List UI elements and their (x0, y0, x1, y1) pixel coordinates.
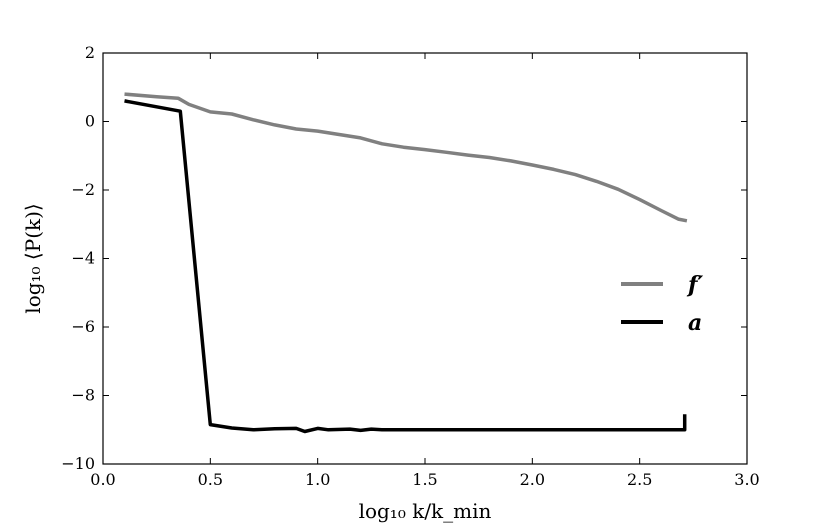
legend-label-0: f′ (686, 272, 703, 298)
x-tick-label: 2.5 (627, 470, 652, 489)
x-tick-label: 1.0 (305, 470, 330, 489)
series-line-1 (124, 99, 687, 434)
series-line-0 (124, 92, 688, 223)
y-tick-label: −6 (71, 317, 95, 336)
x-tick-label: 3.0 (734, 470, 759, 489)
plot-lines (124, 92, 688, 434)
y-tick-label: 2 (85, 43, 95, 62)
y-axis-label: log₁₀ ⟨P(k)⟩ (21, 203, 45, 313)
y-axis: 2 0 −2 −4 −6 −8 −10 (61, 43, 747, 473)
y-tick-label: 0 (85, 112, 95, 131)
legend: f′ a (621, 272, 703, 336)
x-tick-label: 0.5 (198, 470, 223, 489)
x-tick-label: 2.0 (520, 470, 545, 489)
x-tick-label: 0.0 (90, 470, 115, 489)
y-tick-label: −2 (71, 180, 95, 199)
x-axis: 0.0 0.5 1.0 1.5 2.0 2.5 3.0 (90, 53, 760, 489)
x-axis-label: log₁₀ k/k_min (359, 499, 492, 523)
x-tick-label: 1.5 (412, 470, 437, 489)
y-tick-label: −10 (61, 454, 95, 473)
y-tick-label: −4 (71, 249, 95, 268)
plot-frame (102, 52, 748, 465)
legend-label-1: a (688, 310, 702, 336)
y-tick-label: −8 (71, 386, 95, 405)
